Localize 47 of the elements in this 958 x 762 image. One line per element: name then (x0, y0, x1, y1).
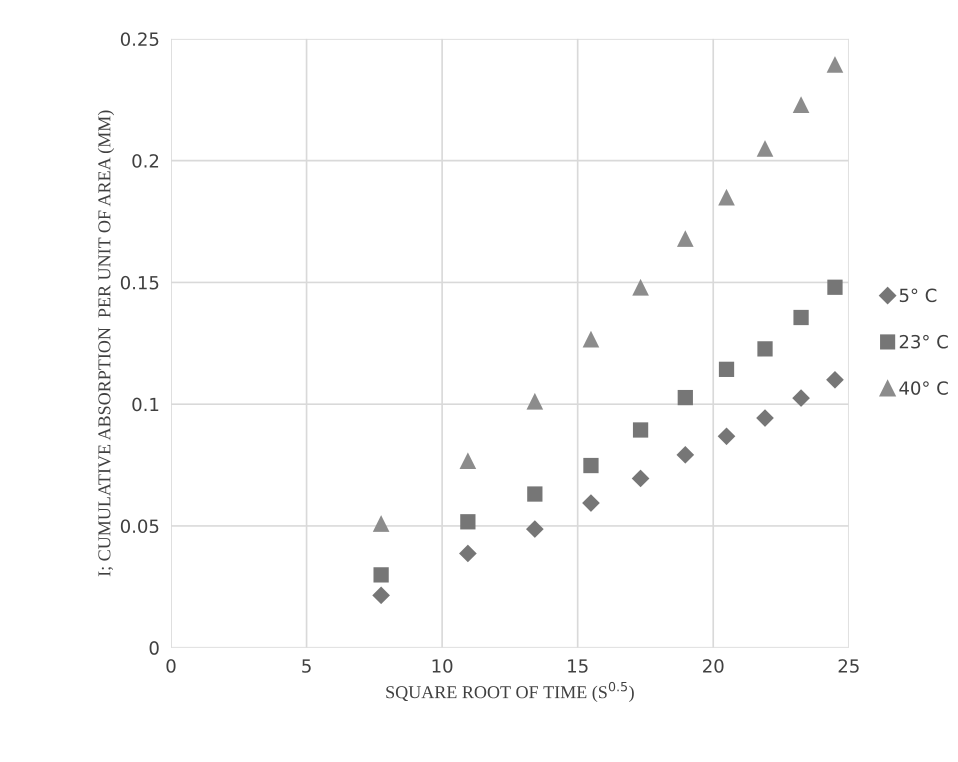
point (583, 458, 599, 474)
point (676, 230, 694, 247)
y-tick-label: 0 (150, 641, 159, 655)
point (459, 544, 477, 562)
y-tick-label: 0.05 (120, 519, 158, 534)
point (792, 389, 810, 407)
point (526, 520, 544, 538)
point (718, 427, 736, 446)
point (632, 470, 650, 488)
point (460, 514, 476, 530)
x-tick-label: 5 (302, 659, 311, 673)
y-tick-label: 0.25 (120, 32, 158, 46)
point (718, 362, 734, 377)
point (826, 56, 844, 73)
x-tick-label: 0 (166, 659, 176, 673)
point (632, 422, 648, 438)
point (756, 140, 774, 157)
legend-label: 23° C (900, 334, 948, 349)
point (582, 494, 600, 512)
point (582, 330, 600, 348)
point (676, 446, 694, 464)
legend-label: 5° C (900, 288, 936, 302)
y-tick-label: 0.2 (132, 154, 158, 168)
y-tick-label: 0.1 (132, 398, 158, 412)
point (793, 310, 809, 326)
point (827, 280, 843, 295)
point (678, 390, 693, 406)
point (526, 392, 544, 410)
point (756, 409, 774, 427)
point (826, 370, 844, 389)
point (632, 278, 649, 296)
x-tick-label: 20 (703, 659, 724, 673)
point (757, 341, 773, 357)
x-axis-title: SQUARE ROOT OF TIME (S$^{0.5}$) (386, 682, 634, 702)
x-tick-label: 10 (432, 659, 452, 673)
point (373, 567, 389, 583)
point (792, 96, 810, 113)
point (372, 515, 390, 532)
point (718, 188, 735, 206)
y-tick-label: 0.15 (120, 276, 158, 290)
point (372, 586, 390, 604)
legend-label: 40° C (899, 381, 948, 395)
y-axis-title: I; CUMULATIVE ABSORPTION PER UNIT OF AREA (MM) (98, 110, 114, 576)
x-tick-label: 25 (838, 659, 859, 673)
point (527, 486, 542, 502)
point (460, 452, 476, 469)
x-tick-label: 15 (568, 659, 588, 673)
